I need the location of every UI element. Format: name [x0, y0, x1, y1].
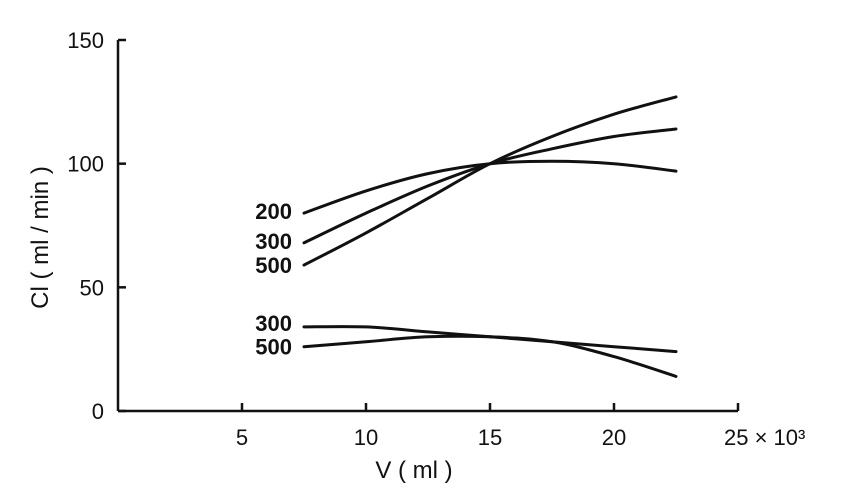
y-tick-label: 50 — [80, 275, 104, 300]
series-label-500: 500 — [255, 253, 292, 278]
series-label-300: 300 — [255, 311, 292, 336]
series-line-300-3 — [302, 325, 678, 354]
x-tick-label: 5 — [236, 425, 248, 450]
y-tick-label: 150 — [67, 28, 104, 53]
series-label-200: 200 — [255, 199, 292, 224]
series-line-300-1 — [302, 127, 678, 245]
y-tick-label: 100 — [67, 152, 104, 177]
x-tick-label: 20 — [602, 425, 626, 450]
series-label-300: 300 — [255, 229, 292, 254]
series-line-500-4 — [302, 334, 678, 378]
series-line-500-2 — [302, 95, 678, 267]
y-axis-title: Cl ( ml / min ) — [27, 166, 54, 309]
axes: 0 50 100 150 5 10 15 20 — [67, 28, 740, 450]
series-line-200-0 — [302, 159, 678, 215]
series-lines — [302, 95, 678, 378]
x-axis-multiplier-label: 25 × 10³ — [724, 425, 805, 450]
x-axis-title: V ( ml ) — [375, 457, 452, 484]
series-label-500: 500 — [255, 335, 292, 360]
x-tick-label: 15 — [478, 425, 502, 450]
x-tick-label: 10 — [354, 425, 378, 450]
y-tick-label: 0 — [92, 399, 104, 424]
